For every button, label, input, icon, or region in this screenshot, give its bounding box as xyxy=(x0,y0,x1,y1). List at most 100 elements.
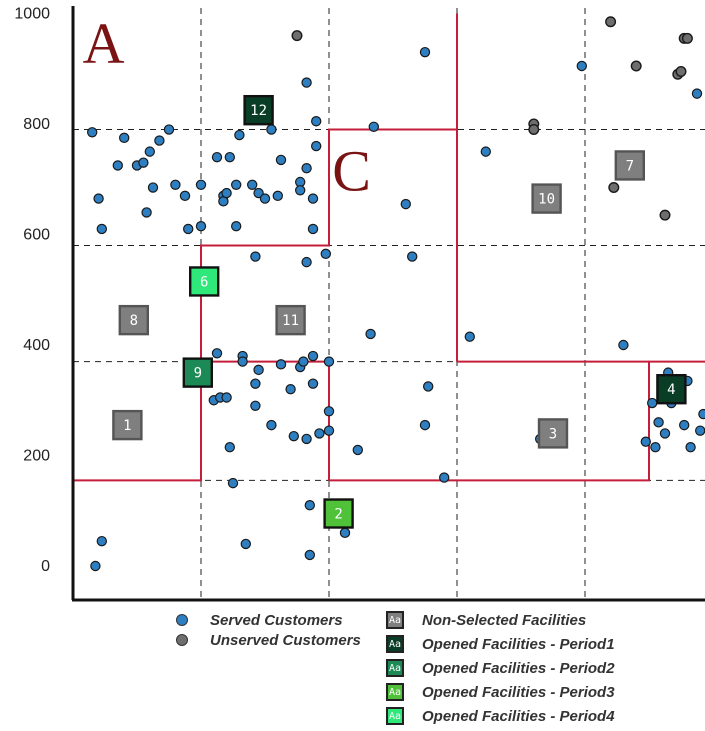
served-customer-point xyxy=(163,124,175,135)
unserved-customer-point xyxy=(659,209,671,221)
region-label-c: C xyxy=(332,138,371,203)
facility-box xyxy=(275,304,306,336)
served-customer-point xyxy=(304,500,315,511)
served-customer-point xyxy=(237,356,248,367)
served-customer-point xyxy=(224,442,235,453)
served-customer-point xyxy=(365,328,376,340)
served-customer-point xyxy=(90,560,101,572)
legend: Served Customers Unserved Customers Aa Non-… xyxy=(168,610,688,728)
legend-square-marker: Aa xyxy=(386,611,404,629)
served-customer-point xyxy=(266,419,277,431)
legend-label: Unserved Customers xyxy=(210,631,361,649)
unserved-customer-point xyxy=(528,124,540,136)
served-customer-point xyxy=(407,251,418,262)
facility-marker-1: 1 xyxy=(112,409,143,441)
served-customer-point xyxy=(368,121,379,132)
served-customer-point xyxy=(298,356,309,367)
facility-marker-8: 8 xyxy=(118,304,150,336)
served-customer-point xyxy=(221,392,232,403)
legend-label: Opened Facilities - Period2 xyxy=(422,659,615,677)
facility-label: 8 xyxy=(130,313,138,329)
facility-label: 6 xyxy=(200,274,208,290)
legend-item-period2: Aa Opened Facilities - Period2 xyxy=(386,658,615,678)
facility-box xyxy=(182,357,214,388)
unserved-customer-point xyxy=(608,182,620,194)
served-customer-point xyxy=(301,162,312,174)
served-customer-point xyxy=(647,397,658,409)
facility-marker-9: 9 xyxy=(182,357,214,388)
plot-frame xyxy=(71,6,705,602)
served-customer-point xyxy=(246,179,258,190)
served-customer-point xyxy=(230,179,242,190)
legend-label: Served Customers xyxy=(210,611,343,629)
facility-label: 2 xyxy=(334,507,342,523)
legend-square-marker: Aa xyxy=(386,635,404,653)
legend-square-marker: Aa xyxy=(386,683,404,701)
facility-box xyxy=(118,304,150,336)
facility-marker-7: 7 xyxy=(614,150,645,181)
served-customer-point xyxy=(695,425,705,436)
served-customer-point xyxy=(96,535,108,547)
served-customer-point xyxy=(240,538,251,550)
facility-label: 9 xyxy=(194,366,202,382)
served-customer-point xyxy=(659,428,671,439)
facility-label: 4 xyxy=(667,382,675,398)
served-customer-point xyxy=(86,127,98,138)
served-customer-point xyxy=(301,77,312,88)
served-customer-point xyxy=(253,364,264,376)
served-customer-point xyxy=(419,46,431,58)
served-customer-point xyxy=(272,190,283,202)
facility-label: 11 xyxy=(282,313,299,329)
unserved-customer-point xyxy=(675,66,687,78)
region-boundaries xyxy=(73,13,705,482)
served-customer-point xyxy=(339,527,351,539)
served-customer-point xyxy=(304,549,315,561)
region-boundary-line xyxy=(73,128,457,482)
served-customer-point xyxy=(170,179,181,190)
unserved-customer-point xyxy=(681,32,693,44)
served-customer-point xyxy=(295,185,306,196)
unserved-customer-point xyxy=(291,30,303,42)
region-labels: ABCD xyxy=(83,11,371,203)
legend-dot-marker xyxy=(176,634,188,646)
served-customer-point xyxy=(464,331,475,342)
facility-box xyxy=(243,94,274,126)
served-customer-point xyxy=(679,419,690,431)
served-customer-point xyxy=(307,223,319,235)
served-customer-point xyxy=(227,477,239,489)
served-customer-point xyxy=(685,442,696,453)
served-customer-point xyxy=(691,88,703,99)
served-customer-point xyxy=(307,378,319,389)
served-customer-point xyxy=(154,135,165,146)
facility-markers: 123456789101112 xyxy=(112,94,687,529)
served-customer-point xyxy=(96,223,108,235)
facility-label: 7 xyxy=(626,158,634,174)
facility-label: 3 xyxy=(549,426,557,442)
served-customer-point xyxy=(307,193,319,204)
customer-points xyxy=(86,16,705,572)
facility-marker-2: 2 xyxy=(323,498,354,529)
served-customer-point xyxy=(323,406,335,417)
region-boundary-line xyxy=(201,360,330,481)
unserved-customer-point xyxy=(605,16,617,28)
served-customer-point xyxy=(314,428,325,439)
served-customer-point xyxy=(400,198,411,210)
facility-box xyxy=(112,409,143,441)
served-customer-point xyxy=(618,339,629,351)
served-customer-point xyxy=(307,350,319,362)
served-customer-point xyxy=(93,193,104,204)
legend-item-unserved: Unserved Customers xyxy=(168,630,361,650)
served-customer-point xyxy=(480,146,491,157)
served-customer-point xyxy=(179,190,191,202)
legend-item-period3: Aa Opened Facilities - Period3 xyxy=(386,682,615,702)
served-customer-point xyxy=(640,436,652,447)
y-tick-label: 600 xyxy=(23,227,50,244)
served-customer-point xyxy=(141,207,152,218)
facility-marker-12: 12 xyxy=(243,94,274,126)
legend-label: Opened Facilities - Period4 xyxy=(422,707,615,725)
served-customer-point xyxy=(144,146,155,157)
served-customer-point xyxy=(275,359,287,370)
facility-marker-11: 11 xyxy=(275,304,306,336)
served-customer-point xyxy=(301,256,312,268)
served-customer-point xyxy=(288,430,299,442)
